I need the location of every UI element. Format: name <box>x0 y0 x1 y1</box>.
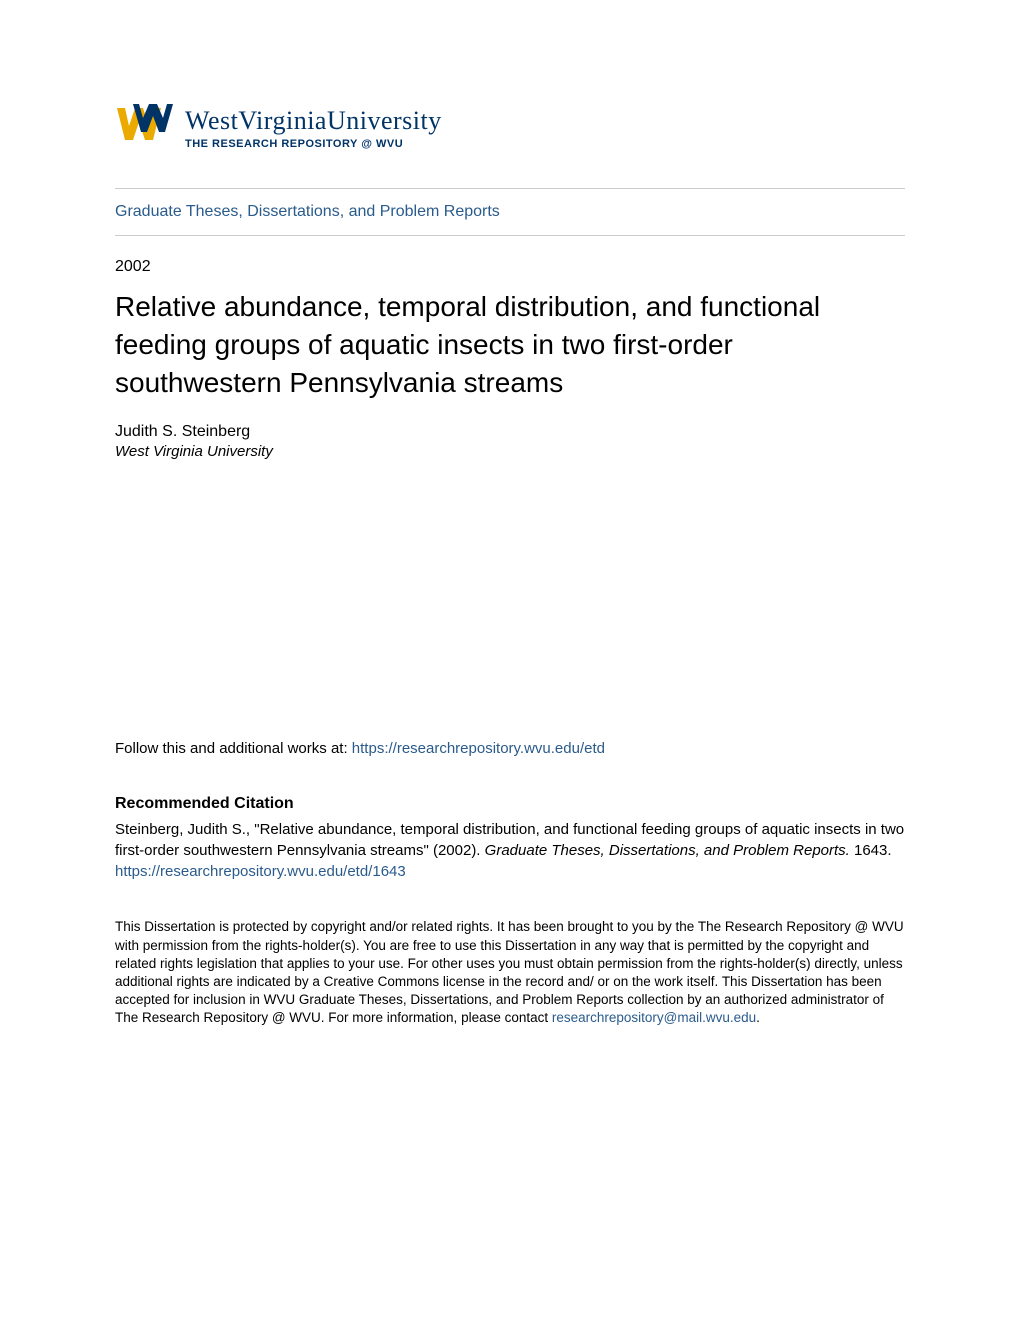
author-affiliation: West Virginia University <box>115 443 905 460</box>
divider-bottom <box>115 235 905 236</box>
logo-university-name: WestVirginiaUniversity <box>185 106 442 136</box>
logo-name-part2: University <box>327 106 442 135</box>
document-title: Relative abundance, temporal distributio… <box>115 288 905 401</box>
follow-url-link[interactable]: https://researchrepository.wvu.edu/etd <box>352 740 605 757</box>
logo-repository-tagline: THE RESEARCH REPOSITORY @ WVU <box>185 138 442 150</box>
publication-year: 2002 <box>115 258 905 276</box>
disclaimer-contact-link[interactable]: researchrepository@mail.wvu.edu <box>552 1010 756 1025</box>
wv-logo-icon <box>115 100 173 153</box>
citation-heading: Recommended Citation <box>115 795 905 813</box>
citation-text-after: 1643. <box>850 842 892 859</box>
collection-link[interactable]: Graduate Theses, Dissertations, and Prob… <box>115 189 905 235</box>
citation-body: Steinberg, Judith S., "Relative abundanc… <box>115 819 905 861</box>
citation-url-link[interactable]: https://researchrepository.wvu.edu/etd/1… <box>115 863 905 880</box>
logo-text-block: WestVirginiaUniversity THE RESEARCH REPO… <box>185 100 442 150</box>
disclaimer-text-after: . <box>756 1010 760 1025</box>
copyright-disclaimer: This Dissertation is protected by copyri… <box>115 918 905 1027</box>
citation-italic-part: Graduate Theses, Dissertations, and Prob… <box>485 842 850 859</box>
disclaimer-text-before: This Dissertation is protected by copyri… <box>115 919 904 1025</box>
author-name: Judith S. Steinberg <box>115 423 905 441</box>
follow-works-section: Follow this and additional works at: htt… <box>115 740 905 757</box>
logo-name-part1: WestVirginia <box>185 106 327 135</box>
follow-prefix: Follow this and additional works at: <box>115 740 352 757</box>
logo-header: WestVirginiaUniversity THE RESEARCH REPO… <box>115 100 905 153</box>
